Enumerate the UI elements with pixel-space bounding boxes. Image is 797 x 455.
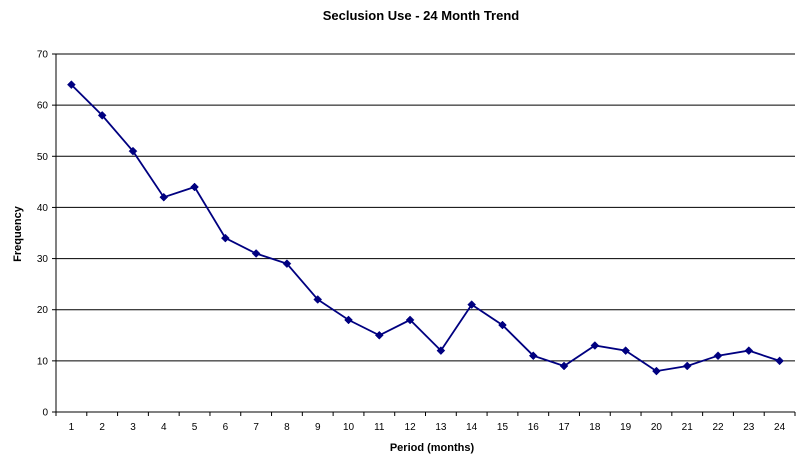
data-point-marker [652,366,661,376]
data-point-marker [374,330,384,340]
x-tick-label: 13 [435,422,447,433]
x-tick-label: 22 [712,422,724,433]
y-tick-label: 10 [37,356,49,367]
x-tick-label: 5 [192,422,198,433]
x-tick-label: 9 [315,422,321,433]
y-tick-label: 60 [37,101,49,112]
x-tick-label: 18 [589,422,601,433]
x-tick-label: 6 [223,422,229,433]
x-tick-label: 14 [466,422,478,433]
data-point-marker [97,111,107,120]
x-tick-label: 10 [343,422,355,433]
x-tick-label: 15 [497,422,509,433]
data-point-marker [190,182,199,192]
x-tick-label: 2 [99,422,105,433]
y-tick-label: 30 [37,254,49,265]
x-tick-labels: 1 2 3 4 5 6 7 8 9 10 11 12 13 14 15 16 17 18 19 20 21 22 23 24 [69,422,786,433]
series-line [70,84,780,373]
x-tick-label: 3 [130,422,136,433]
x-tick-label: 8 [284,422,290,433]
x-tick-label: 19 [620,422,632,433]
x-tick-label: 21 [682,422,694,433]
data-point-marker [282,259,292,269]
data-point-marker [159,192,169,202]
chart-title: Seclusion Use - 24 Month Trend [323,8,520,23]
y-tick-label: 0 [42,408,48,419]
y-tick-label: 70 [37,50,49,61]
data-point-marker [713,351,723,361]
x-tick-label: 24 [774,422,786,433]
x-tick-label: 1 [69,422,75,433]
data-point-marker [128,146,138,156]
data-point-marker [744,346,754,355]
x-tick-label: 11 [374,422,385,433]
data-point-marker [528,351,538,361]
data-point-marker [467,300,477,309]
x-tick-label: 23 [743,422,755,433]
y-tick-labels: 0 10 20 30 40 50 60 70 [37,50,49,419]
data-point-marker [498,320,507,330]
data-point-marker [436,346,446,355]
x-axis-title: Period (months) [390,442,475,454]
y-tick-label: 40 [37,203,49,214]
y-tick-label: 50 [37,152,49,163]
data-point-marker [682,361,692,371]
data-point-marker [67,80,76,90]
x-tick-label: 17 [559,422,571,433]
data-point-marker [344,315,353,325]
x-tick-label: 12 [405,422,417,433]
data-point-marker [559,361,569,371]
x-tick-label: 7 [253,422,259,433]
data-point-marker [251,249,261,258]
y-tick-label: 20 [37,305,49,316]
series-layer [67,80,784,376]
data-point-marker [775,356,784,366]
x-tick-label: 16 [528,422,540,433]
x-tick-label: 20 [651,422,663,433]
data-point-marker [621,346,630,355]
data-point-marker [313,295,323,304]
data-point-marker [221,233,230,243]
data-point-marker [405,315,415,325]
x-tick-label: 4 [161,422,167,433]
y-axis-title: Frequency [12,205,24,262]
gridlines [56,53,795,362]
data-point-marker [590,341,600,350]
axes [52,53,796,416]
